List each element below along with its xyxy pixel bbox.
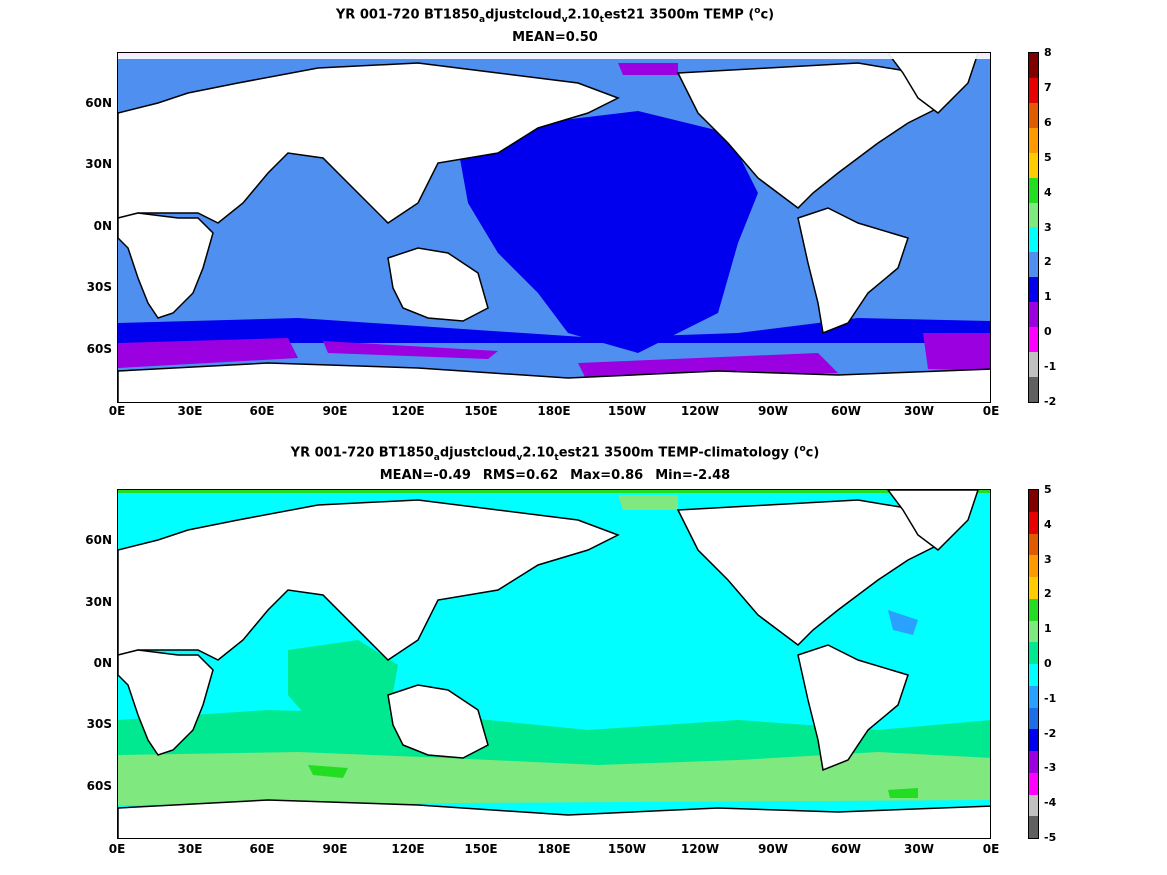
colorbar-tick-label: 4 <box>1044 517 1052 531</box>
colorbar-swatch <box>1029 152 1038 178</box>
lat-label-30s: 30S <box>86 280 112 294</box>
colorbar-swatch <box>1029 277 1038 303</box>
colorbar-tick-label: 2 <box>1044 587 1052 601</box>
colorbar-swatch <box>1029 302 1038 328</box>
colorbar-swatch <box>1029 598 1038 621</box>
colorbar-tick-label: -2 <box>1044 395 1057 408</box>
colorbar-swatch <box>1029 751 1038 773</box>
lon-label: 120W <box>680 404 720 418</box>
colorbar-swatch <box>1029 772 1038 795</box>
lon-label: 120E <box>391 842 425 856</box>
colorbar-swatch <box>1029 490 1038 512</box>
lon-label: 0E <box>108 842 126 856</box>
colorbar-tick-label: 8 <box>1044 46 1052 59</box>
colorbar-swatch <box>1029 555 1038 577</box>
colorbar-swatch <box>1029 202 1038 228</box>
lat-label-60s: 60S <box>86 342 112 356</box>
lon-label: 150E <box>464 842 498 856</box>
colorbar-swatch <box>1029 327 1038 353</box>
colorbar-swatch <box>1029 620 1038 643</box>
lat-label-30n: 30N <box>85 595 112 609</box>
colorbar-tick-label: -1 <box>1044 691 1057 705</box>
colorbar-tick-label: -2 <box>1044 726 1057 740</box>
lat-label-60n: 60N <box>85 96 112 110</box>
colorbar-swatch <box>1029 664 1038 686</box>
colorbar-swatch <box>1029 816 1038 838</box>
panel2-map <box>117 489 991 839</box>
colorbar-tick-label: 5 <box>1044 150 1052 164</box>
colorbar-swatch <box>1029 127 1038 153</box>
colorbar-swatch <box>1029 376 1038 402</box>
colorbar-swatch <box>1029 252 1038 278</box>
panel1-map <box>117 52 991 403</box>
panel1-stats: MEAN=0.50 <box>512 30 598 45</box>
lon-label: 0E <box>982 842 1000 856</box>
lon-label: 60W <box>831 842 861 856</box>
lon-label: 90E <box>322 404 348 418</box>
colorbar-tick-label: 6 <box>1044 115 1052 129</box>
lat-label-0n: 0N <box>93 656 112 670</box>
colorbar-swatch <box>1029 577 1038 599</box>
panel2-colorbar <box>1028 489 1039 839</box>
colorbar-swatch <box>1029 729 1038 751</box>
colorbar-tick-label: 3 <box>1044 552 1052 566</box>
colorbar-tick-label: 5 <box>1044 483 1052 496</box>
lon-label: 180E <box>537 404 571 418</box>
lat-label-60n: 60N <box>85 533 112 547</box>
colorbar-swatch <box>1029 102 1038 128</box>
colorbar-tick-label: 4 <box>1044 185 1052 199</box>
colorbar-tick-label: -5 <box>1044 831 1057 844</box>
lon-label: 0E <box>108 404 126 418</box>
colorbar-swatch <box>1029 352 1038 377</box>
colorbar-tick-label: 1 <box>1044 290 1052 304</box>
colorbar-swatch <box>1029 533 1038 556</box>
panel1-colorbar <box>1028 52 1039 403</box>
lon-label: 60W <box>831 404 861 418</box>
panel1-title: YR 001-720 BT1850adjustcloudv2.10test21 … <box>335 6 775 25</box>
colorbar-tick-label: 3 <box>1044 220 1052 234</box>
lon-label: 60E <box>249 404 275 418</box>
colorbar-swatch <box>1029 177 1038 203</box>
lon-label: 90E <box>322 842 348 856</box>
lon-label: 90W <box>758 404 788 418</box>
lon-label: 90W <box>758 842 788 856</box>
colorbar-swatch <box>1029 685 1038 708</box>
lon-label: 150E <box>464 404 498 418</box>
colorbar-swatch <box>1029 227 1038 253</box>
lat-label-0n: 0N <box>93 219 112 233</box>
lon-label: 180E <box>537 842 571 856</box>
colorbar-swatch <box>1029 642 1038 664</box>
lon-label: 30E <box>177 404 203 418</box>
colorbar-swatch <box>1029 511 1038 534</box>
colorbar-swatch <box>1029 794 1038 817</box>
lat-label-30s: 30S <box>86 717 112 731</box>
colorbar-tick-label: -4 <box>1044 796 1057 810</box>
colorbar-swatch <box>1029 77 1038 103</box>
colorbar-tick-label: -3 <box>1044 761 1057 775</box>
lon-label: 60E <box>249 842 275 856</box>
lat-label-30n: 30N <box>85 157 112 171</box>
colorbar-tick-label: -1 <box>1044 360 1057 374</box>
lon-label: 0E <box>982 404 1000 418</box>
lon-label: 30W <box>904 842 934 856</box>
colorbar-swatch <box>1029 53 1038 78</box>
panel2-stats: MEAN=-0.49 RMS=0.62 Max=0.86 Min=-2.48 <box>379 468 731 483</box>
lon-label: 120W <box>680 842 720 856</box>
colorbar-tick-label: 2 <box>1044 255 1052 269</box>
colorbar-tick-label: 1 <box>1044 622 1052 636</box>
lon-label: 30E <box>177 842 203 856</box>
lon-label: 120E <box>391 404 425 418</box>
lon-label: 30W <box>904 404 934 418</box>
colorbar-swatch <box>1029 707 1038 730</box>
colorbar-tick-label: 0 <box>1044 657 1052 670</box>
colorbar-tick-label: 7 <box>1044 80 1052 94</box>
lon-label: 150W <box>607 404 647 418</box>
panel2-title: YR 001-720 BT1850adjustcloudv2.10test21 … <box>290 444 820 463</box>
colorbar-tick-label: 0 <box>1044 325 1052 339</box>
lat-label-60s: 60S <box>86 779 112 793</box>
lon-label: 150W <box>607 842 647 856</box>
